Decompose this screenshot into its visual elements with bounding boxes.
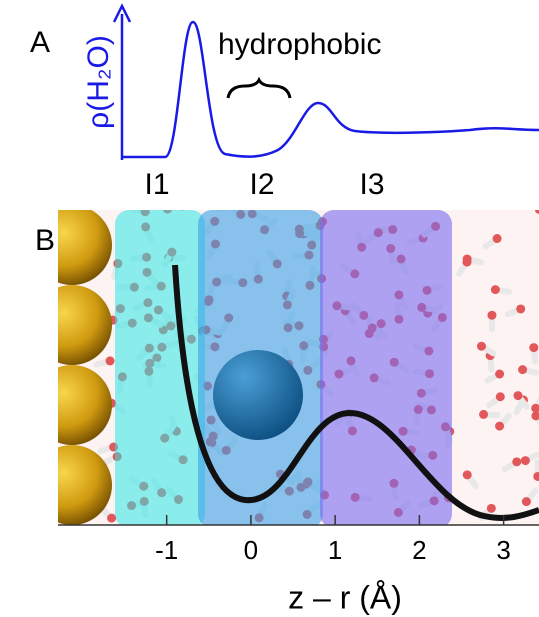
water-oxygen: [521, 456, 530, 465]
water-oxygen: [462, 258, 471, 267]
water-oxygen: [496, 392, 505, 401]
water-oxygen: [477, 342, 486, 351]
water-bond: [219, 205, 232, 209]
region-label: I1: [144, 168, 169, 201]
water-bond: [182, 194, 190, 206]
x-tick-label: 2: [412, 535, 426, 565]
water-oxygen: [512, 457, 521, 466]
water-oxygen: [106, 356, 115, 365]
water-oxygen: [495, 370, 504, 379]
region-label: I3: [359, 168, 384, 201]
panel-label: B: [35, 224, 55, 257]
simulation-snapshot: [32, 194, 539, 528]
water-oxygen: [495, 422, 504, 431]
x-tick-label: -1: [155, 535, 178, 565]
y-axis-label: ρ(H₂O): [82, 35, 115, 129]
water-oxygen: [487, 504, 496, 513]
water-oxygen: [529, 343, 538, 352]
water-oxygen: [491, 285, 500, 294]
water-oxygen: [177, 201, 186, 210]
water-oxygen: [487, 311, 496, 320]
water-oxygen: [479, 410, 488, 419]
water-oxygen: [107, 514, 116, 523]
figure: A ρ(H₂O) hydrophobic I1 I2 I3 B -1 0 1 2 3 z…: [0, 0, 539, 617]
x-axis-label: z – r (Å): [288, 579, 402, 615]
x-tick-label: 3: [496, 535, 510, 565]
water-oxygen: [228, 201, 237, 210]
x-tick-label: 1: [328, 535, 342, 565]
water-oxygen: [518, 365, 527, 374]
water-oxygen: [493, 234, 502, 243]
water-oxygen: [514, 391, 523, 400]
brace: [228, 80, 290, 98]
annotation: hydrophobic: [218, 28, 381, 61]
water-oxygen: [522, 497, 531, 506]
water-oxygen: [463, 470, 472, 479]
panel-label: A: [30, 26, 50, 59]
region-label: I2: [249, 168, 274, 201]
x-tick-label: 0: [244, 535, 258, 565]
water-oxygen: [516, 304, 525, 313]
